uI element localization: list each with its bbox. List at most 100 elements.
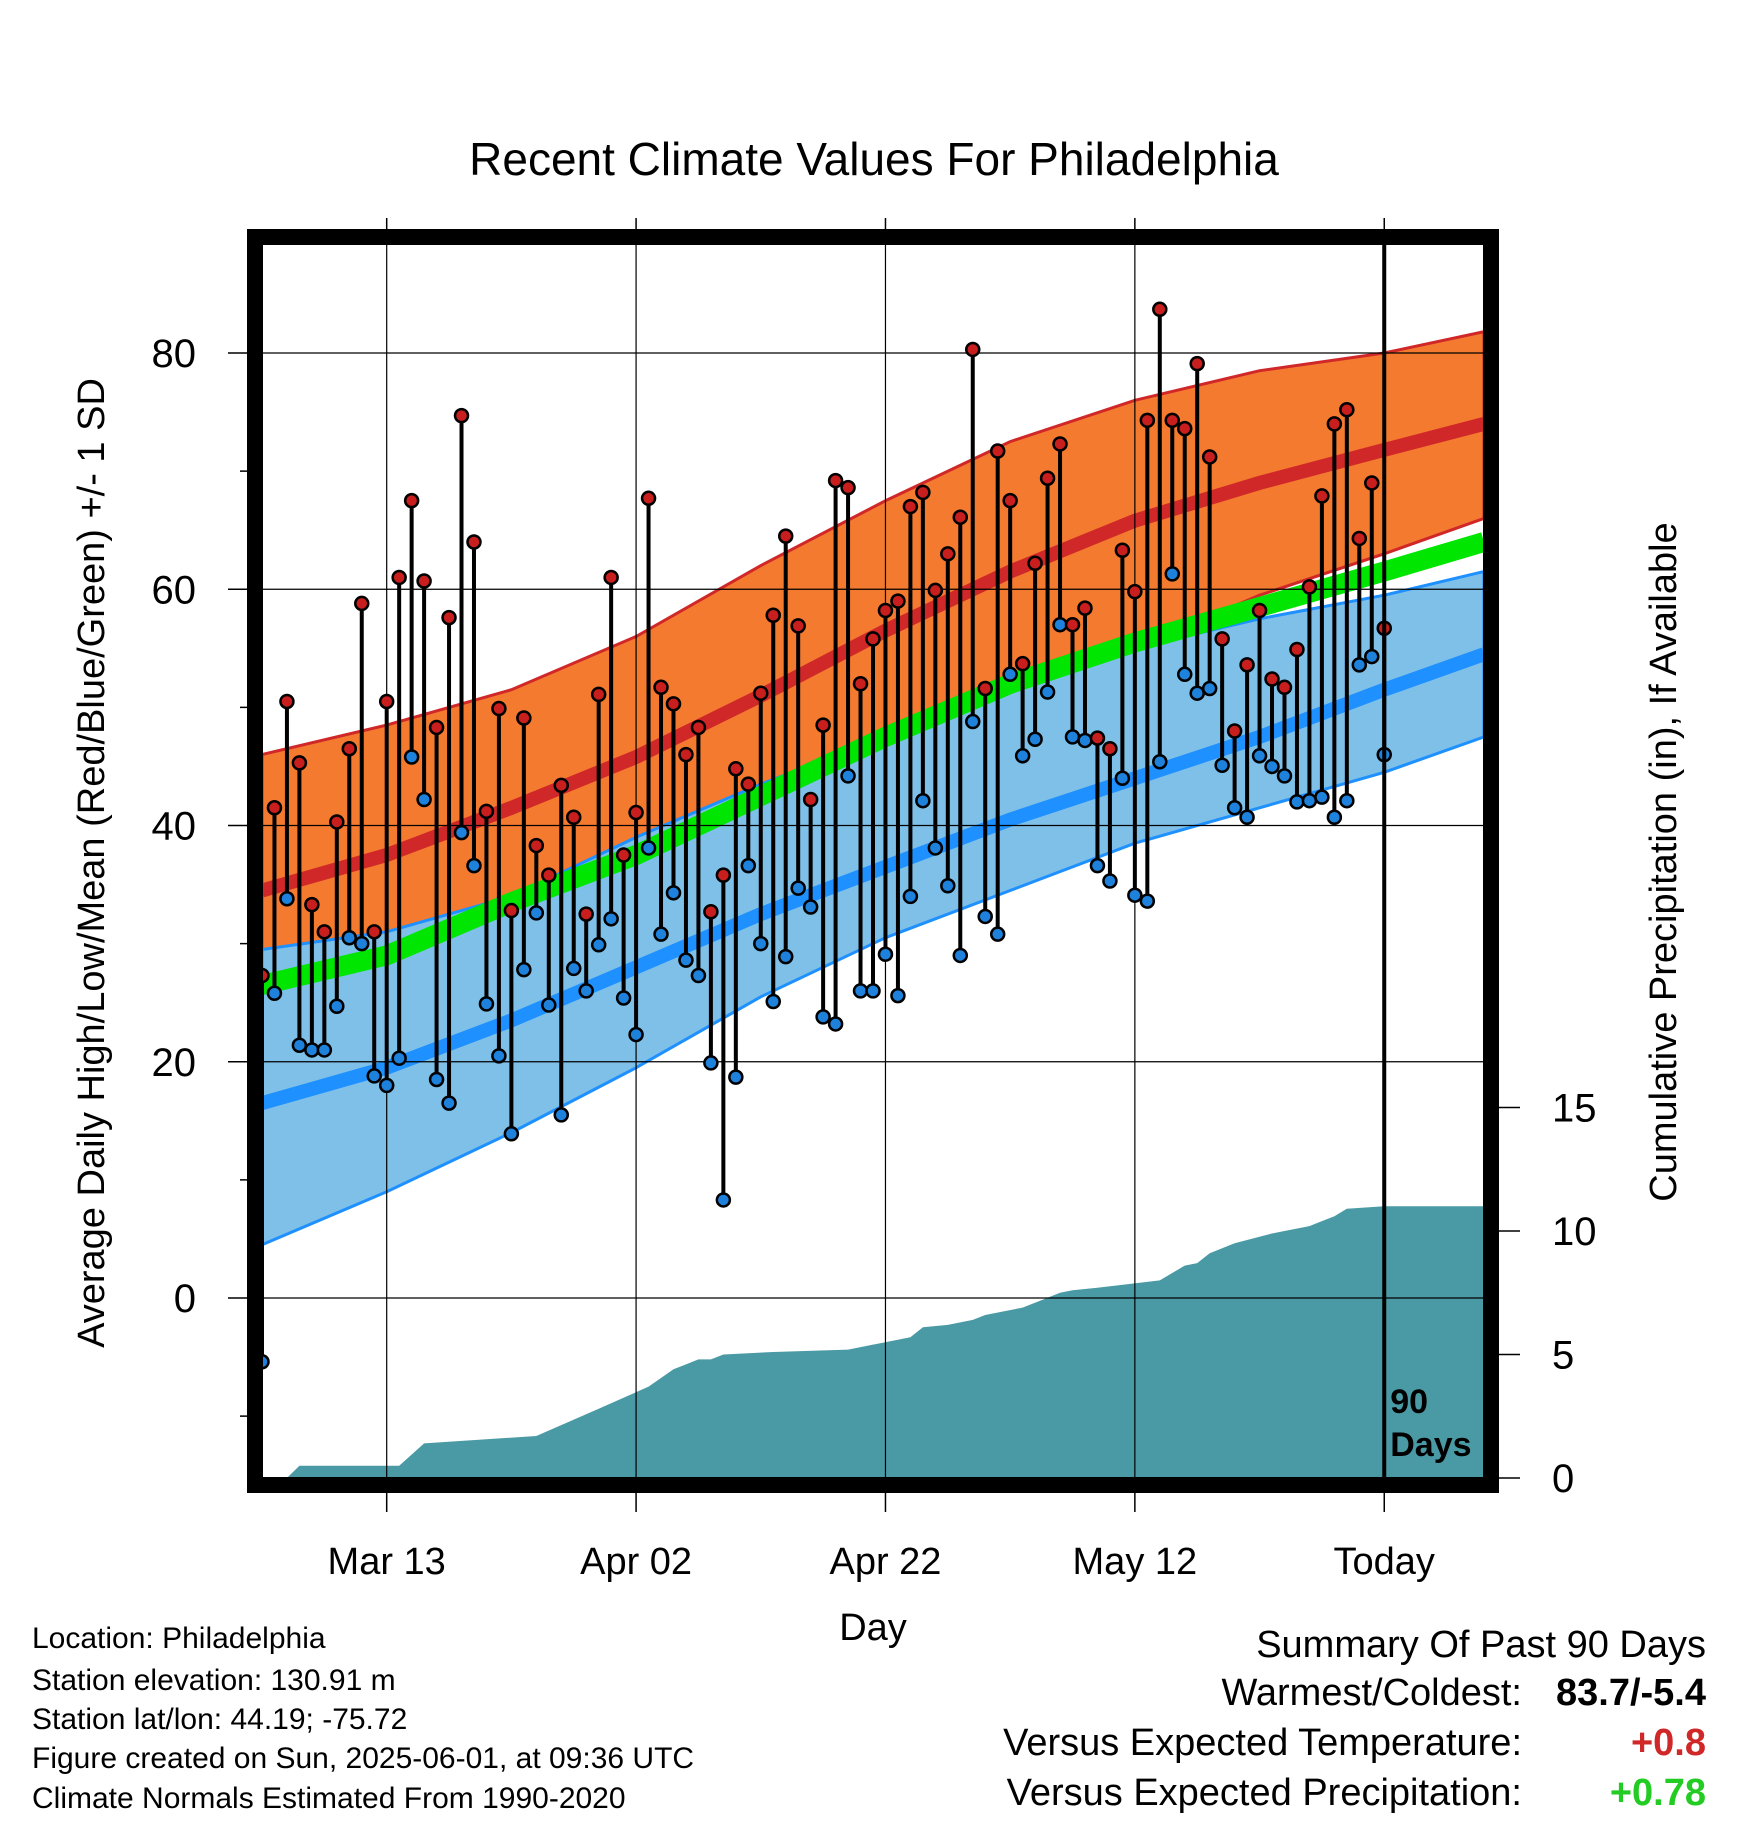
daily-low-point [977,908,993,925]
daily-low-point [441,1095,457,1111]
y-left-tick-label: 20 [152,1041,197,1085]
daily-low-point [354,935,370,952]
daily-high-point [316,924,333,940]
daily-low-point [378,1077,395,1094]
daily-low-point [902,888,919,905]
daily-high-point [1139,412,1156,429]
daily-high-point [553,777,570,794]
daily-low-point [740,857,757,874]
daily-low-point [628,1026,644,1043]
daily-low-point [965,713,981,730]
daily-low-point [1039,684,1056,700]
info-created: Figure created on Sun, 2025-06-01, at 09… [32,1742,695,1775]
daily-high-point [802,791,819,808]
daily-low-point [989,926,1006,942]
daily-high-point [266,800,283,816]
daily-high-point [1326,416,1343,432]
daily-low-point [466,857,482,874]
daily-high-point [1064,616,1081,633]
daily-low-point [852,983,869,999]
daily-low-point [1176,666,1193,683]
daily-high-point [428,719,445,736]
y-right-tick-label: 10 [1552,1210,1597,1254]
daily-high-point [341,740,358,757]
daily-high-point [965,341,981,358]
y-left-axis-label: Average Daily High/Low/Mean (Red/Blue/Gr… [71,378,113,1348]
daily-high-point [1276,679,1293,696]
daily-low-point [428,1071,445,1088]
info-location: Location: Philadelphia [32,1622,326,1655]
daily-high-point [640,490,657,507]
daily-high-point [1014,655,1031,672]
daily-high-point [354,595,370,612]
daily-low-point [391,1050,407,1066]
daily-high-point [989,443,1006,459]
daily-high-point [703,903,719,920]
daily-high-point [653,679,669,696]
daily-high-point [628,804,644,821]
y-right-tick-label: 5 [1552,1334,1574,1378]
daily-low-point [1314,789,1330,805]
daily-low-point [802,899,819,915]
summary-title: Summary Of Past 90 Days [1256,1624,1706,1666]
daily-low-point [927,840,944,856]
daily-high-point [1314,488,1330,504]
daily-low-point [403,749,420,765]
daily-high-point [1027,555,1043,572]
daily-high-point [615,847,632,863]
x-tick-label: Apr 22 [829,1541,941,1583]
daily-high-point [1102,740,1118,757]
precip-anomaly-label: Versus Expected Precipitation: [1006,1772,1522,1814]
daily-high-point [603,569,619,586]
daily-low-point [1002,666,1018,683]
warmest-coldest-label: Warmest/Coldest: [1221,1672,1522,1714]
daily-low-point [1214,757,1230,774]
temp-anomaly-value: +0.8 [1630,1722,1706,1764]
daily-low-point [952,947,969,964]
daily-high-point [1164,412,1181,429]
daily-high-point [753,685,769,701]
precip-anomaly-value: +0.78 [1609,1772,1706,1814]
daily-high-point [279,693,295,710]
daily-low-point [329,998,345,1014]
daily-low-point [653,926,669,942]
daily-low-point [366,1068,382,1084]
daily-high-point [1089,730,1106,746]
daily-high-point [840,479,856,496]
daily-low-point [715,1192,732,1208]
daily-low-point [877,946,894,963]
daily-high-point [416,573,432,589]
daily-low-point [590,937,607,953]
daily-low-point [1077,732,1093,749]
daily-low-point [266,985,283,1001]
y-left-tick-label: 80 [152,332,197,376]
daily-high-point [1152,301,1168,318]
daily-low-point [528,905,545,921]
daily-high-point [565,809,582,825]
daily-high-point [516,710,532,726]
daily-high-point [441,609,457,626]
cumulative-precip-area [262,1206,1484,1478]
daily-high-point [1226,723,1243,739]
daily-high-point [902,498,919,515]
daily-low-point [890,987,906,1004]
info-latlon: Station lat/lon: 44.19; -75.72 [32,1703,408,1736]
daily-low-point [640,840,657,856]
summary-precip: Versus Expected Precipitation: +0.78 [1007,1772,1706,1815]
y-right-tick-label: 0 [1552,1457,1574,1501]
daily-high-point [1251,602,1268,619]
daily-low-point [1127,887,1143,903]
daily-high-point [790,618,806,634]
daily-high-point [952,509,969,525]
daily-low-point [491,1048,507,1064]
daily-low-point [1239,809,1255,825]
daily-high-point [665,696,682,712]
daily-high-point [1039,470,1056,486]
daily-high-point [1264,671,1280,687]
daily-low-point [1326,809,1343,825]
daily-low-point [753,935,769,952]
daily-low-point [1014,748,1031,764]
daily-low-point [541,997,557,1013]
daily-high-point [528,837,545,854]
daily-high-point [852,676,869,692]
